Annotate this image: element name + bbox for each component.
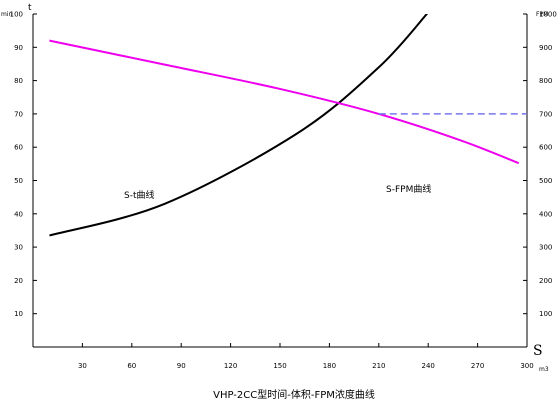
y-left-tick-label: 100 xyxy=(10,11,23,19)
y-right-tick-label: 600 xyxy=(539,144,552,152)
series-label-s-t: S-t曲线 xyxy=(124,189,155,201)
y-right-tick-label: 500 xyxy=(539,177,552,185)
x-tick-label: 210 xyxy=(372,362,385,370)
y-right-tick-label: 400 xyxy=(539,210,552,218)
y-right-tick-label: 100 xyxy=(539,310,552,318)
x-tick-label: 30 xyxy=(78,362,87,370)
x-tick-label: 150 xyxy=(273,362,286,370)
x-tick-label: 120 xyxy=(224,362,237,370)
series-line-s-fpm xyxy=(49,39,520,165)
x-tick-label: 240 xyxy=(422,362,435,370)
chart-labels: t min FPM S m3 VHP-2CC型时间-体积-FPM浓度曲线 S-t… xyxy=(1,3,549,401)
y-right-tick-label: 300 xyxy=(539,244,552,252)
x-tick-label: 90 xyxy=(177,362,186,370)
y-left-unit-label: min xyxy=(1,11,13,18)
x-tick-label: 300 xyxy=(520,362,533,370)
y-right-tick-label: 1000 xyxy=(539,11,557,19)
axes xyxy=(32,14,528,348)
ticks: 10 20 30 40 50 60 70 80 90 100 100 200 300 400 500 600 7… xyxy=(10,11,557,371)
y-left-tick-label: 20 xyxy=(14,277,23,285)
x-unit-label: m3 xyxy=(539,366,549,373)
y-right-tick-label: 900 xyxy=(539,44,552,52)
y-left-tick-label: 50 xyxy=(14,177,23,185)
chart-title: VHP-2CC型时间-体积-FPM浓度曲线 xyxy=(213,388,375,401)
y-left-tick-label: 80 xyxy=(14,77,23,85)
y-left-tick-label: 60 xyxy=(14,144,23,152)
y-left-tick-label: 90 xyxy=(14,44,23,52)
y-left-tick-label: 30 xyxy=(14,244,23,252)
y-right-axis-label: FPM xyxy=(536,11,548,18)
y-left-tick-label: 70 xyxy=(14,110,23,118)
series-label-s-fpm: S-FPM曲线 xyxy=(386,183,431,195)
x-tick-label: 60 xyxy=(127,362,136,370)
y-left-axis-label: t xyxy=(28,3,32,13)
y-left-tick-label: 10 xyxy=(14,310,23,318)
y-right-tick-label: 700 xyxy=(539,110,552,118)
y-right-tick-label: 800 xyxy=(539,77,552,85)
y-right-tick-label: 200 xyxy=(539,277,552,285)
series-line-s-t xyxy=(49,14,429,237)
x-tick-label: 270 xyxy=(471,362,484,370)
series-lines xyxy=(49,14,527,237)
x-axis-label: S xyxy=(533,343,543,359)
x-tick-label: 180 xyxy=(323,362,336,370)
y-left-tick-label: 40 xyxy=(14,210,23,218)
